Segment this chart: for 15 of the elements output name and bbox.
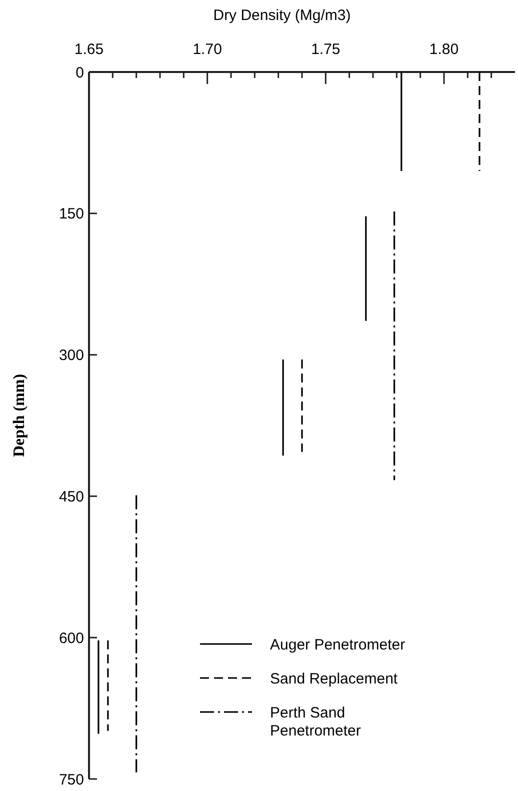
legend-label: Sand Replacement bbox=[270, 670, 398, 688]
x-axis-title: Dry Density (Mg/m3) bbox=[213, 7, 351, 24]
y-tick-label: 600 bbox=[58, 630, 84, 647]
y-tick-label: 0 bbox=[76, 64, 84, 82]
y-tick-label: 750 bbox=[58, 771, 84, 788]
y-tick-label: 300 bbox=[58, 347, 84, 364]
y-tick-label: 150 bbox=[58, 206, 84, 223]
legend-label: Auger Penetrometer bbox=[270, 636, 406, 654]
x-tick-label: 1.65 bbox=[74, 41, 104, 58]
y-axis-title: Depth (mm) bbox=[11, 374, 28, 458]
x-tick-label: 1.75 bbox=[311, 41, 340, 58]
x-tick-label: 1.80 bbox=[429, 41, 459, 58]
x-tick-label: 1.70 bbox=[192, 41, 222, 58]
legend-label: Perth Sand Penetrometer bbox=[270, 704, 361, 740]
y-tick-label: 450 bbox=[58, 488, 84, 506]
